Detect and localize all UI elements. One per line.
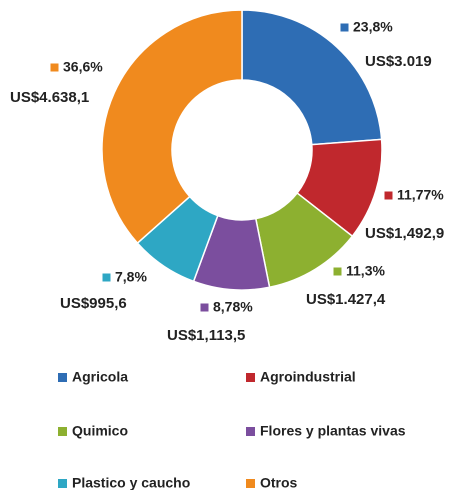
label-swatch [199,302,210,313]
value-label: 8,78% [213,299,253,315]
label-swatch [339,22,350,33]
legend-label: Flores y plantas vivas [260,423,406,439]
amount-label: US$995,6 [60,295,127,312]
legend-label: Agricola [72,369,128,385]
slice [101,9,243,245]
legend-label: Agroindustrial [260,369,356,385]
label-swatch [332,266,343,277]
value-label: 11,3% [346,263,385,279]
amount-label: US$1.427,4 [306,291,386,308]
value-label: 23,8% [353,19,393,35]
value-label: 11,77% [397,187,444,203]
label-swatch [101,272,112,283]
label-swatch [49,62,60,73]
legend-label: Otros [260,475,298,490]
legend-swatch [246,373,255,382]
amount-label: US$4.638,1 [10,89,89,106]
value-label: 36,6% [63,59,103,75]
legend-swatch [58,427,67,436]
slice [241,9,383,146]
legend-label: Plastico y caucho [72,475,190,490]
legend-label: Quimico [72,423,128,439]
amount-label: US$3.019 [365,53,432,70]
legend-swatch [246,479,255,488]
amount-label: US$1,113,5 [167,327,245,344]
legend-swatch [58,373,67,382]
amount-label: US$1,492,9 [365,225,444,242]
legend-swatch [246,427,255,436]
label-swatch [383,190,394,201]
legend-swatch [58,479,67,488]
value-label: 7,8% [115,269,147,285]
